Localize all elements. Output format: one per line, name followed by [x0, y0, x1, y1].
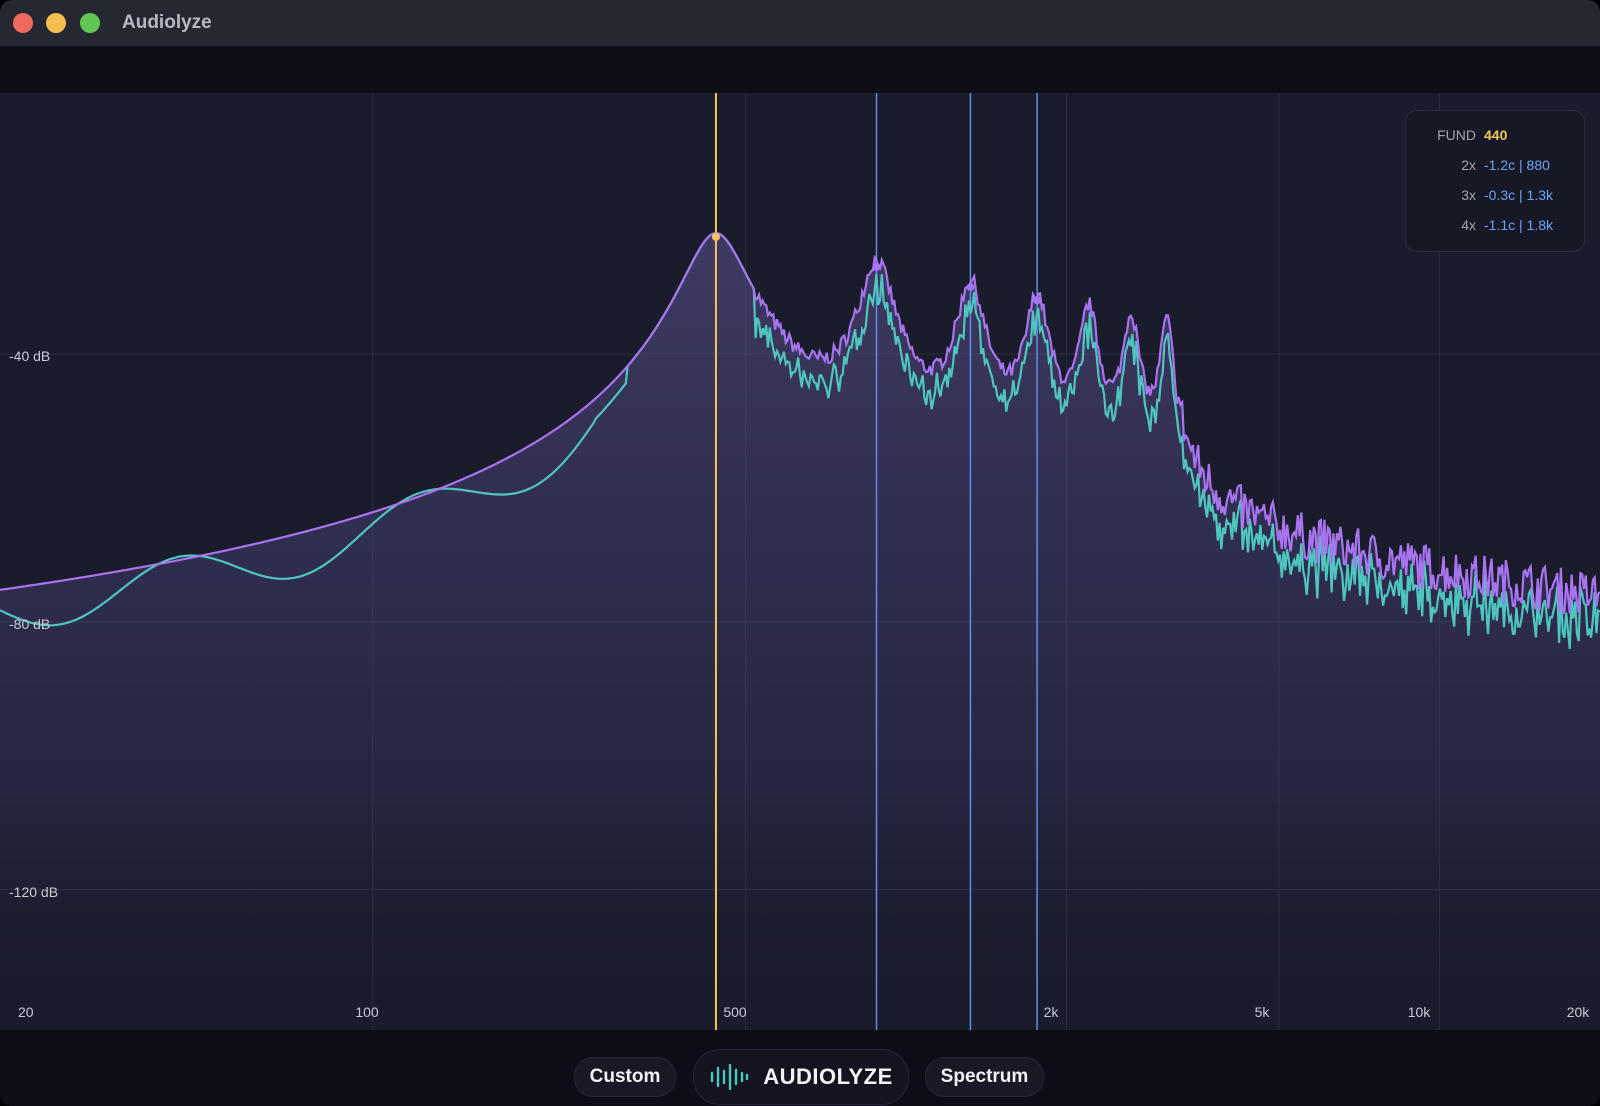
custom-button[interactable]: Custom: [574, 1057, 676, 1097]
close-window-button[interactable]: [13, 13, 33, 33]
peak-dot: [711, 232, 720, 241]
logo-text: AUDIOLYZE: [763, 1064, 893, 1089]
spectrum-svg: [0, 93, 1600, 1030]
x-label-500: 500: [723, 1004, 747, 1020]
x-label-100: 100: [355, 1004, 379, 1020]
audiolyze-logo-button[interactable]: AUDIOLYZE: [693, 1049, 909, 1105]
x-label-20: 20: [18, 1004, 34, 1020]
toolbar-strip: [0, 47, 1600, 93]
y-label-minus-80: -80 dB: [9, 616, 51, 632]
spectrum-fill: [0, 233, 1600, 1030]
harmonic-row-2x: 2x -1.2c | 880: [1406, 157, 1584, 179]
x-label-20k: 20k: [1566, 1004, 1590, 1020]
spectrum-plot[interactable]: [0, 93, 1600, 1030]
minimize-window-button[interactable]: [46, 13, 66, 33]
peak-dots: [711, 232, 1042, 305]
harmonic-markers: [714, 93, 1038, 1030]
window-title: Audiolyze: [122, 12, 212, 33]
spectrum-button[interactable]: Spectrum: [925, 1057, 1044, 1097]
title-bar: Audiolyze: [0, 0, 1600, 47]
x-label-5k: 5k: [1254, 1004, 1270, 1020]
harmonic-label: 4x: [1461, 217, 1476, 233]
harmonic-value: -0.3c | 1.3k: [1484, 187, 1554, 203]
x-label-2k: 2k: [1043, 1004, 1059, 1020]
peak-dot: [1033, 296, 1042, 305]
waveform-icon: [711, 1064, 749, 1090]
harmonic-value: -1.1c | 1.8k: [1484, 217, 1554, 233]
x-label-10k: 10k: [1407, 1004, 1431, 1020]
harmonic-row-4x: 4x -1.1c | 1.8k: [1406, 217, 1584, 239]
harmonic-value: -1.2c | 880: [1484, 157, 1550, 173]
harmonic-label: FUND: [1437, 127, 1476, 143]
peak-dot: [966, 283, 975, 292]
harmonics-panel: FUND 440 2x -1.2c | 880 3x -0.3c | 1.3k …: [1405, 110, 1585, 252]
harmonic-label: 3x: [1461, 187, 1476, 203]
harmonic-value: 440: [1484, 127, 1508, 143]
harmonic-row-fundamental: FUND 440: [1406, 127, 1584, 149]
harmonic-row-3x: 3x -0.3c | 1.3k: [1406, 187, 1584, 209]
spectrum-purple-trace: [0, 232, 1600, 616]
harmonic-label: 2x: [1461, 157, 1476, 173]
y-label-minus-40: -40 dB: [9, 348, 51, 364]
peak-dot: [872, 263, 881, 272]
maximize-window-button[interactable]: [80, 13, 100, 33]
y-label-minus-120: -120 dB: [9, 884, 59, 900]
